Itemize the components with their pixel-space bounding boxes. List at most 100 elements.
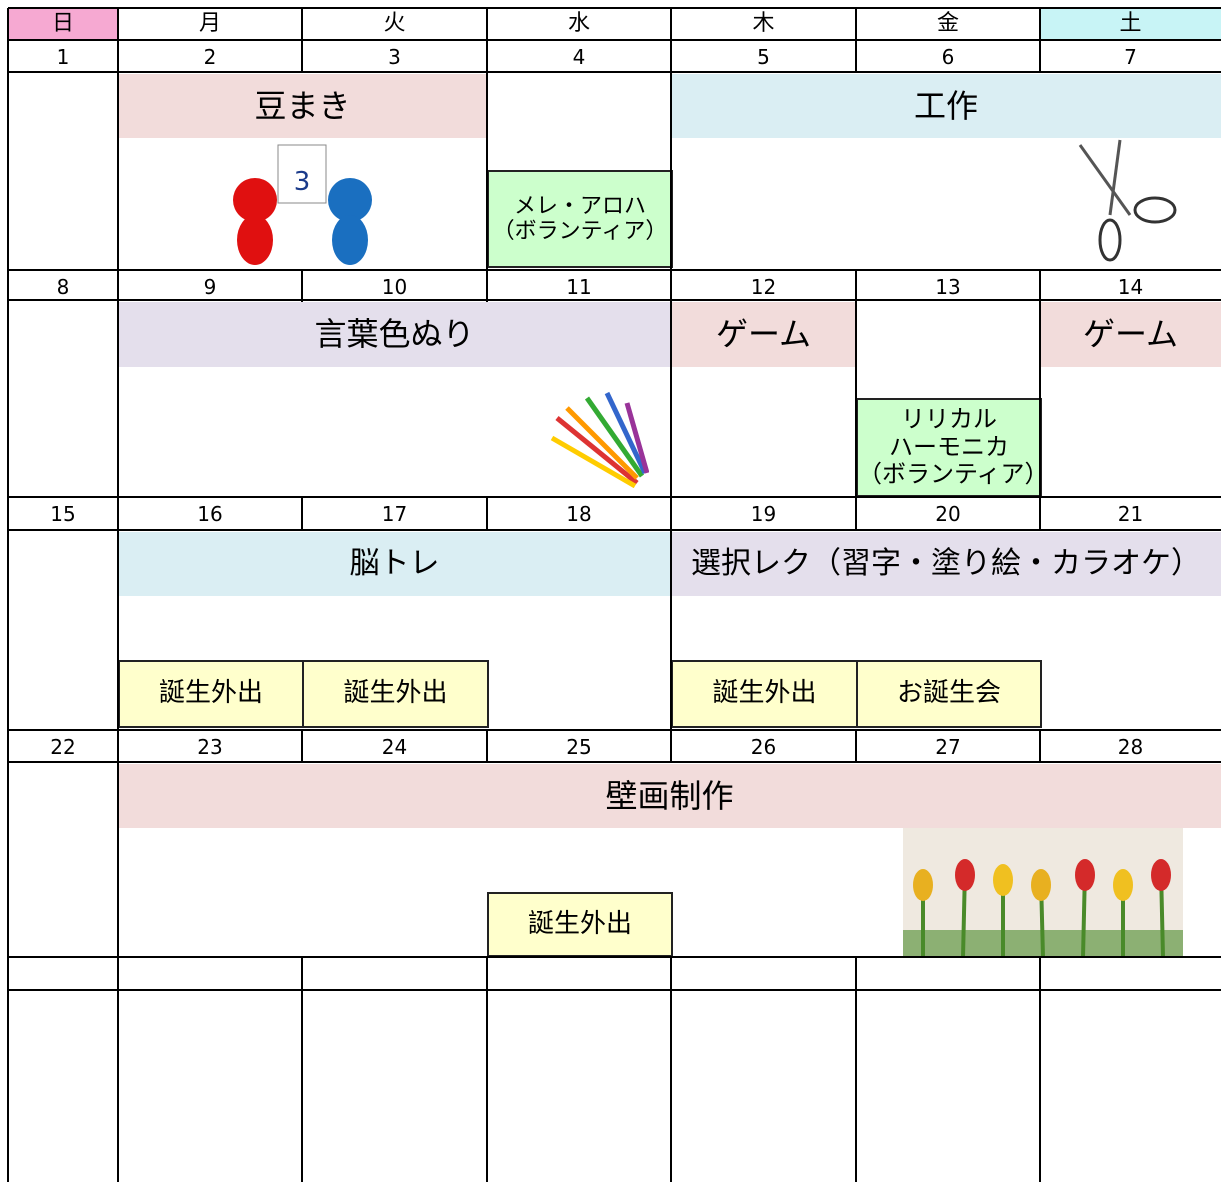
v-line [7,8,9,1182]
v-line [855,730,857,762]
h-line [8,269,1221,271]
date: 19 [750,502,777,526]
date: 5 [757,45,770,69]
date: 1 [56,45,70,69]
event: 誕生外出 [118,660,304,728]
event: 誕生外出 [302,660,489,728]
v-line [855,989,857,1182]
date: 15 [50,502,76,526]
v-line [670,72,672,270]
event: 選択レク（習字・塗り絵・カラオケ） [671,532,1221,596]
date: 7 [1124,45,1137,69]
date: 27 [935,735,961,759]
event: お誕生会 [856,660,1042,728]
v-line [301,957,303,989]
v-line [1039,989,1041,1182]
v-line [117,529,119,730]
v-line [301,730,303,762]
v-line [117,302,119,497]
date: 20 [935,502,961,526]
weekday: 金 [936,11,959,36]
date: 12 [750,275,777,299]
h-line [8,956,1221,958]
event: 誕生外出 [487,892,673,957]
event: 壁画制作 [118,764,1221,828]
event-text: ゲーム [1082,315,1179,354]
v-line [670,8,672,40]
v-line [1039,270,1041,302]
weekday: 月 [198,11,221,36]
date: 26 [750,735,777,759]
event-text: 言葉色ぬり [314,315,475,354]
v-line [117,40,119,72]
date: 25 [566,735,592,759]
v-line [670,730,672,762]
date: 6 [941,45,955,69]
date: 18 [566,502,592,526]
event-text: ゲーム [715,315,812,354]
weekday: 日 [8,8,118,40]
h-line [8,299,1221,301]
v-line [301,8,303,40]
h-line [8,7,1221,9]
v-line [1039,730,1041,762]
date: 21 [1117,502,1144,526]
v-line [670,497,672,529]
event-text: 誕生外出 [158,678,263,709]
v-line [855,302,857,497]
event-text: 選択レク（習字・塗り絵・カラオケ） [691,545,1201,581]
event: 豆まき [118,74,487,138]
v-line [1039,8,1041,40]
event-text: 誕生外出 [527,908,632,939]
weekday: 水 [567,11,590,36]
event: ゲーム [1040,302,1221,367]
h-line [8,39,1221,41]
date: 9 [203,275,217,299]
v-line [1039,40,1041,72]
h-line [8,761,1221,763]
event: ゲーム [671,302,856,367]
event: メレ・アロハ （ボランティア） [487,170,673,268]
weekday: 火 [383,11,406,36]
pencils-image [550,391,649,488]
date: 17 [381,502,408,526]
event-text: リリカル [901,405,997,434]
v-line [670,302,672,497]
v-line [1039,957,1041,989]
date: 2 [203,45,217,69]
date: 22 [50,735,76,759]
date: 13 [935,275,961,299]
date: 11 [566,275,592,299]
v-line [301,497,303,529]
v-line [486,40,488,72]
v-line [301,989,303,1182]
v-line [670,529,672,730]
v-line [486,957,488,989]
event-text: お誕生会 [896,678,1001,709]
v-line [670,989,672,1182]
v-line [670,40,672,72]
svg-text:3: 3 [294,167,311,197]
v-line [117,270,119,302]
event-text: ハーモニカ [889,432,1009,461]
date: 14 [1117,275,1144,299]
v-line [117,8,119,40]
v-line [486,989,488,1182]
event-text: 壁画制作 [605,776,734,815]
event-text: メレ・アロハ [513,193,646,219]
date: 8 [56,275,70,299]
v-line [670,270,672,302]
v-line [855,957,857,989]
v-line [117,72,119,270]
date: 24 [381,735,408,759]
event: 誕生外出 [671,660,858,728]
v-line [117,497,119,529]
v-line [117,730,119,762]
v-line [486,72,488,270]
date: 3 [388,45,401,69]
event: 言葉色ぬり [118,302,671,367]
date: 28 [1117,735,1144,759]
v-line [117,957,119,989]
h-line [8,989,1221,991]
